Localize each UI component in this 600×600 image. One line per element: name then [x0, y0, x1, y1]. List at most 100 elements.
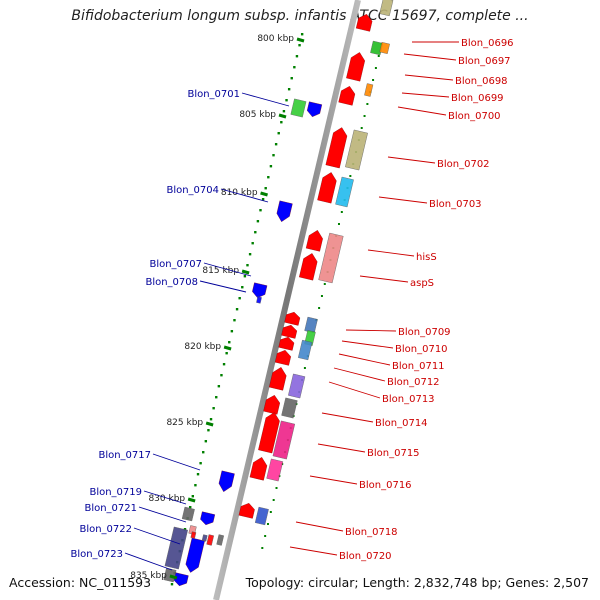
tick-dot — [256, 220, 260, 223]
gene-label-blon_0722[interactable]: Blon_0722 — [79, 524, 132, 535]
tick-dot — [194, 484, 197, 487]
reverse-gene-arrow — [306, 101, 323, 117]
gene-label-hiss[interactable]: hisS — [416, 252, 437, 263]
tick-dot — [300, 33, 304, 36]
tick-dot — [266, 523, 269, 525]
leader-line — [152, 453, 201, 471]
major-tick — [278, 113, 287, 119]
tick-dot — [254, 231, 257, 234]
tick-dot — [243, 275, 247, 278]
tick-dot — [340, 211, 343, 213]
leader-line — [199, 280, 247, 293]
forward-gene-arrow — [274, 350, 291, 366]
kbp-label: 820 kbp — [184, 342, 221, 352]
leader-line — [309, 475, 358, 485]
gene-label-blon_0717[interactable]: Blon_0717 — [98, 450, 151, 461]
leader-line — [345, 329, 397, 332]
forward-gene-arrow — [305, 230, 323, 252]
gene-label-blon_0713[interactable]: Blon_0713 — [382, 394, 435, 405]
gene-label-blon_0696[interactable]: Blon_0696 — [461, 38, 514, 49]
gene-label-blon_0699[interactable]: Blon_0699 — [451, 93, 504, 104]
kbp-label: 800 kbp — [257, 34, 294, 44]
gene-label-blon_0715[interactable]: Blon_0715 — [367, 448, 420, 459]
tick-dot — [293, 66, 296, 69]
gene-block — [272, 420, 296, 460]
tick-dot — [303, 367, 306, 369]
leader-line — [138, 506, 187, 523]
reverse-gene-arrow — [200, 511, 216, 526]
forward-gene-arrow — [325, 127, 348, 169]
forward-gene-arrow — [258, 412, 280, 454]
gene-label-blon_0701[interactable]: Blon_0701 — [187, 89, 240, 100]
forward-gene-labels: Blon_0696 Blon_0697 Blon_0698 Blon_0699 Blon… — [339, 38, 514, 562]
label-leader-lines — [124, 41, 459, 571]
gene-label-blon_0708[interactable]: Blon_0708 — [145, 277, 198, 288]
tick-dot — [246, 264, 249, 267]
gene-label-blon_0723[interactable]: Blon_0723 — [70, 549, 123, 560]
kbp-label: 810 kbp — [221, 188, 258, 198]
forward-gene-arrow — [249, 457, 268, 481]
forward-gene-arrow — [278, 336, 295, 351]
gene-block — [181, 506, 195, 522]
gene-label-blon_0704[interactable]: Blon_0704 — [166, 185, 219, 196]
tick-dot — [290, 77, 293, 80]
leader-line — [203, 262, 252, 277]
gene-label-blon_0697[interactable]: Blon_0697 — [458, 56, 511, 67]
gene-block — [266, 458, 284, 482]
gene-label-blon_0711[interactable]: Blon_0711 — [392, 361, 445, 372]
tick-dot — [264, 187, 267, 190]
tick-dot — [183, 528, 187, 531]
leader-line — [317, 443, 366, 453]
accession-text: Accession: NC_011593 — [9, 575, 152, 590]
tick-dot — [225, 352, 228, 355]
reverse-gene-arrow — [173, 572, 189, 587]
gene-label-blon_0716[interactable]: Blon_0716 — [359, 480, 412, 491]
tick-dot — [196, 473, 200, 476]
gene-block — [288, 373, 306, 399]
gene-label-blon_0702[interactable]: Blon_0702 — [437, 159, 490, 170]
leader-line — [328, 381, 381, 399]
gene-label-blon_0719[interactable]: Blon_0719 — [89, 487, 142, 498]
major-tick — [187, 497, 196, 503]
gene-label-blon_0709[interactable]: Blon_0709 — [398, 327, 451, 338]
gene-label-blon_0721[interactable]: Blon_0721 — [84, 503, 137, 514]
gene-label-blon_0698[interactable]: Blon_0698 — [455, 76, 508, 87]
gene-label-blon_0700[interactable]: Blon_0700 — [448, 111, 501, 122]
forward-gene-arrow — [238, 503, 255, 519]
forward-gene-arrow — [299, 253, 318, 281]
forward-gene-arrow — [317, 172, 337, 204]
tick-dot — [360, 127, 363, 129]
gene-label-blon_0710[interactable]: Blon_0710 — [395, 344, 448, 355]
tick-dot — [207, 429, 210, 432]
major-tick — [223, 345, 232, 351]
tick-dot — [251, 242, 254, 245]
leader-line — [341, 340, 394, 349]
leader-line — [124, 552, 173, 571]
tick-dot — [295, 55, 299, 58]
tick-dot — [238, 297, 241, 300]
gene-block — [201, 534, 208, 542]
tick-dot — [285, 99, 288, 102]
gene-label-asps[interactable]: aspS — [410, 278, 434, 289]
genome-backbone — [213, 0, 361, 600]
leader-line — [378, 196, 428, 204]
tick-dot — [209, 418, 213, 421]
tick-dot — [235, 308, 239, 311]
tick-dot — [363, 115, 366, 117]
gene-label-blon_0720[interactable]: Blon_0720 — [339, 551, 392, 562]
gene-label-blon_0718[interactable]: Blon_0718 — [345, 527, 398, 538]
tick-dot — [204, 440, 208, 443]
reverse-gene-arrow — [185, 537, 205, 573]
leader-line — [367, 249, 415, 257]
gene-label-blon_0707[interactable]: Blon_0707 — [149, 259, 202, 270]
leader-line — [133, 527, 181, 545]
tick-dot — [318, 307, 321, 309]
gene-label-blon_0712[interactable]: Blon_0712 — [387, 377, 440, 388]
gene-block — [335, 176, 354, 208]
forward-gene-arrow — [346, 52, 365, 82]
major-tick — [296, 37, 305, 43]
gene-label-blon_0714[interactable]: Blon_0714 — [375, 418, 428, 429]
tick-dot — [222, 363, 226, 366]
gene-label-blon_0703[interactable]: Blon_0703 — [429, 199, 482, 210]
